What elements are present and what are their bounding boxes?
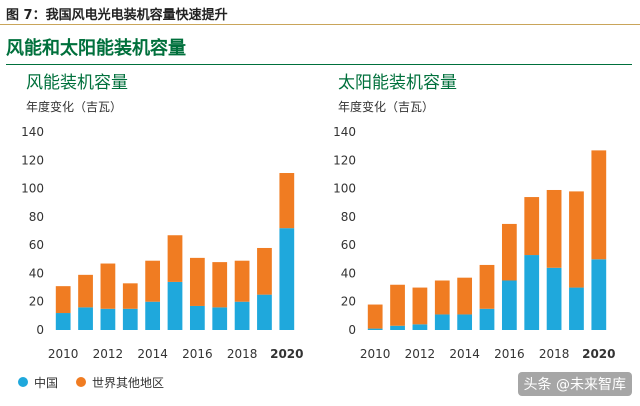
- wind-bar-china: [122, 308, 138, 330]
- wind-xtick-label: 2014: [137, 347, 168, 361]
- solar-xtick-label: 2010: [360, 347, 391, 361]
- solar-bar-china: [457, 314, 473, 330]
- solar-xtick-label: 2020: [582, 347, 615, 361]
- solar-bar-rest-of-world: [591, 150, 607, 260]
- solar-bar-china: [412, 324, 428, 330]
- wind-ytick-label: 40: [29, 266, 44, 280]
- solar-bar-rest-of-world: [569, 191, 584, 288]
- solar-xtick-label: 2018: [539, 347, 570, 361]
- solar-bar-china: [479, 308, 495, 330]
- solar-chart-title: 太阳能装机容量: [338, 73, 457, 93]
- wind-bar-rest-of-world: [212, 262, 228, 308]
- wind-bar-rest-of-world: [55, 286, 71, 314]
- wind-bar-china: [55, 313, 71, 330]
- solar-xtick-label: 2012: [405, 347, 436, 361]
- solar-bar-rest-of-world: [457, 277, 473, 315]
- wind-bar-rest-of-world: [279, 173, 295, 229]
- wind-bar-china: [189, 305, 205, 330]
- solar-bar-rest-of-world: [412, 287, 428, 325]
- wind-ytick-label: 120: [21, 153, 44, 167]
- wind-bar-china: [78, 307, 93, 330]
- wind-xtick-label: 2020: [270, 347, 303, 361]
- wind-ytick-label: 20: [29, 295, 44, 309]
- solar-bar-china: [367, 328, 383, 330]
- wind-bar-china: [100, 308, 116, 330]
- wind-chart-title: 风能装机容量: [26, 73, 128, 93]
- legend-swatch-rest-of-world: [76, 377, 87, 387]
- solar-ytick-label: 60: [341, 238, 356, 252]
- wind-ytick-label: 80: [29, 210, 44, 224]
- solar-chart-ylabel: 年度变化（吉瓦）: [338, 100, 435, 114]
- wind-bar-rest-of-world: [189, 257, 205, 306]
- solar-ytick-label: 80: [341, 210, 356, 224]
- wind-bar-rest-of-world: [167, 235, 183, 282]
- wind-bar-rest-of-world: [234, 260, 250, 302]
- wind-xtick-label: 2010: [48, 347, 79, 361]
- solar-bar-china: [569, 287, 584, 330]
- wind-bar-rest-of-world: [257, 247, 272, 295]
- wind-xtick-label: 2016: [182, 347, 213, 361]
- watermark: 头条 @未来智库: [517, 372, 632, 396]
- wind-ytick-label: 60: [29, 238, 44, 252]
- solar-ytick-label: 120: [333, 153, 356, 167]
- wind-bar-china: [167, 281, 183, 330]
- panel-title-divider: [6, 64, 632, 65]
- wind-bar-rest-of-world: [145, 260, 161, 302]
- wind-ytick-label: 100: [21, 182, 44, 196]
- solar-ytick-label: 140: [333, 125, 356, 139]
- wind-chart-plot: 0 20 40 60 80 100 120 140 2010 2012 2014 2016 2018 20…: [21, 125, 303, 361]
- solar-bar-rest-of-world: [501, 223, 517, 281]
- figure-title-divider: [0, 24, 640, 25]
- wind-chart: 风能装机容量 年度变化（吉瓦） 0 20 40 60 80 100 120 140 2010 20…: [6, 66, 306, 366]
- legend-item-rest-of-world: 世界其他地区: [76, 374, 164, 391]
- solar-chart-plot: 0 20 40 60 80 100 120 140 2010 2012 2014 2016 2018 20…: [333, 125, 615, 361]
- wind-ytick-label: 0: [36, 323, 44, 337]
- solar-ytick-label: 100: [333, 182, 356, 196]
- wind-bar-rest-of-world: [78, 274, 93, 308]
- wind-bar-china: [257, 294, 272, 330]
- solar-bar-china: [434, 314, 450, 330]
- legend: 中国 世界其他地区: [18, 372, 182, 392]
- solar-bar-rest-of-world: [434, 280, 450, 315]
- solar-bar-rest-of-world: [546, 189, 562, 268]
- solar-bar-china: [524, 255, 540, 330]
- solar-ytick-label: 20: [341, 295, 356, 309]
- solar-bar-rest-of-world: [479, 264, 495, 309]
- wind-bar-rest-of-world: [100, 263, 116, 309]
- solar-bar-rest-of-world: [524, 197, 540, 256]
- legend-swatch-china: [18, 377, 28, 387]
- solar-chart: 太阳能装机容量 年度变化（吉瓦） 0 20 40 60 80 100 120 140 2010 2…: [318, 66, 618, 366]
- wind-bar-china: [279, 228, 295, 330]
- solar-bar-rest-of-world: [390, 284, 405, 326]
- solar-bar-rest-of-world: [367, 304, 383, 329]
- solar-ytick-label: 0: [348, 323, 356, 337]
- solar-bar-china: [501, 280, 517, 330]
- solar-bar-china: [390, 325, 405, 330]
- wind-xtick-label: 2012: [93, 347, 124, 361]
- wind-ytick-label: 140: [21, 125, 44, 139]
- legend-item-china: 中国: [18, 374, 58, 391]
- solar-xtick-label: 2016: [494, 347, 525, 361]
- wind-bar-china: [234, 301, 250, 330]
- panel-title: 风能和太阳能装机容量: [6, 38, 186, 59]
- wind-bar-china: [212, 307, 228, 330]
- solar-xtick-label: 2014: [449, 347, 480, 361]
- wind-chart-ylabel: 年度变化（吉瓦）: [26, 100, 123, 114]
- figure-title: 图 7：我国风电光电装机容量快速提升: [6, 8, 228, 23]
- legend-label-rest-of-world: 世界其他地区: [92, 375, 165, 390]
- wind-bar-rest-of-world: [122, 283, 138, 309]
- solar-ytick-label: 40: [341, 266, 356, 280]
- solar-bar-china: [591, 259, 607, 330]
- wind-bar-china: [145, 301, 161, 330]
- wind-xtick-label: 2018: [227, 347, 258, 361]
- solar-bar-china: [546, 267, 562, 330]
- legend-label-china: 中国: [34, 375, 59, 390]
